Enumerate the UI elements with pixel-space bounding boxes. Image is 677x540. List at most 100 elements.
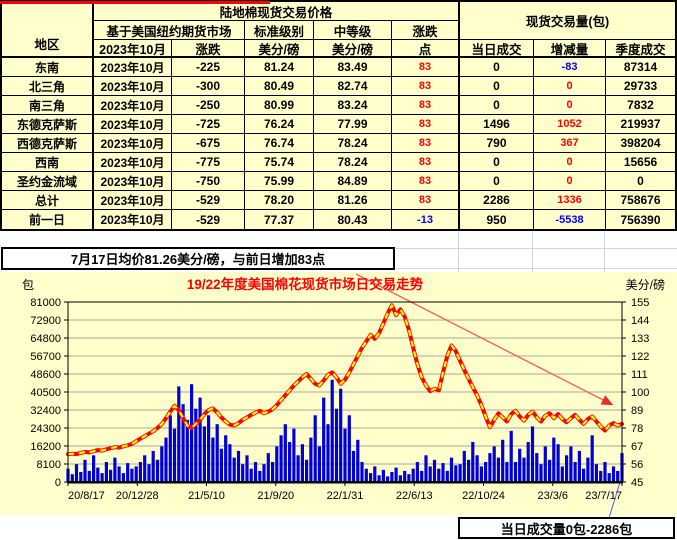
cell-region[interactable]: 东南	[2, 58, 94, 77]
cell-month[interactable]: 2023年10月	[94, 58, 172, 77]
cell-pts[interactable]: 83	[392, 115, 460, 134]
col-header-daily[interactable]: 当日成交	[460, 40, 534, 58]
cell-pts[interactable]: 83	[392, 77, 460, 96]
cell-std[interactable]: 81.24	[245, 58, 314, 77]
cell-region[interactable]: 西南	[2, 153, 94, 172]
col-header-change[interactable]: 涨跌	[172, 40, 245, 58]
table-title-cell[interactable]: 陆地棉现货交易价格	[94, 2, 460, 21]
cell-mid[interactable]: 81.26	[314, 191, 392, 210]
cell-month[interactable]: 2023年10月	[94, 153, 172, 172]
cell-daily[interactable]: 2286	[460, 191, 534, 210]
cell-daily[interactable]: 0	[460, 77, 534, 96]
cell-delta[interactable]: 0	[534, 96, 606, 115]
group-header-futures[interactable]: 基于美国纽约期货市场	[94, 21, 245, 40]
cell-daily[interactable]: 0	[460, 96, 534, 115]
cell-pts[interactable]: 83	[392, 153, 460, 172]
cell-mid[interactable]: 83.49	[314, 58, 392, 77]
cell-mid[interactable]: 82.74	[314, 77, 392, 96]
cell-month[interactable]: 2023年10月	[94, 172, 172, 191]
cell-change[interactable]: -250	[172, 96, 245, 115]
cell-pts[interactable]: 83	[392, 172, 460, 191]
region-header-cell[interactable]: 地区	[2, 2, 94, 58]
group-header-standard[interactable]: 标准级别	[245, 21, 314, 40]
group-header-middle[interactable]: 中等级	[314, 21, 392, 40]
cell-daily[interactable]: 790	[460, 134, 534, 153]
cell-quarter[interactable]: 87314	[606, 58, 675, 77]
cell-daily[interactable]: 0	[460, 153, 534, 172]
cell-month[interactable]: 2023年10月	[94, 134, 172, 153]
cell-mid[interactable]: 77.99	[314, 115, 392, 134]
cell-region[interactable]: 西德克萨斯	[2, 134, 94, 153]
cell-quarter[interactable]: 758676	[606, 191, 675, 210]
cell-change[interactable]: -725	[172, 115, 245, 134]
cell-mid[interactable]: 80.43	[314, 210, 392, 229]
cell-quarter[interactable]: 219937	[606, 115, 675, 134]
cell-region[interactable]: 总计	[2, 191, 94, 210]
cell-quarter[interactable]: 398204	[606, 134, 675, 153]
cell-quarter[interactable]: 756390	[620, 212, 661, 227]
col-header-mid-unit[interactable]: 美分/磅	[314, 40, 392, 58]
cell-mid[interactable]: 83.24	[314, 96, 392, 115]
cell-delta[interactable]: 0	[534, 153, 606, 172]
cell-quarter[interactable]: 29733	[606, 77, 675, 96]
cell-mid[interactable]: 78.24	[314, 134, 392, 153]
cell-delta[interactable]: 367	[534, 134, 606, 153]
cell-pts[interactable]: -13	[392, 210, 460, 229]
cell-change[interactable]: -775	[172, 153, 245, 172]
cell-delta[interactable]: 1336	[534, 191, 606, 210]
daily-volume-box[interactable]: 当日成交量0包-2286包	[458, 517, 675, 539]
note-box[interactable]: 7月17日均价81.26美分/磅，与前日增加83点	[1, 247, 395, 270]
cell-std[interactable]: 80.99	[245, 96, 314, 115]
cell-change[interactable]: -750	[172, 172, 245, 191]
cell-month[interactable]: 2023年10月	[94, 191, 172, 210]
cell-std[interactable]: 78.20	[245, 191, 314, 210]
cell-quarter[interactable]: 0	[606, 172, 675, 191]
cell-mid[interactable]: 84.89	[314, 172, 392, 191]
volume-title-cell[interactable]: 现货交易量(包)	[460, 2, 675, 40]
cell-region[interactable]: 前一日	[2, 210, 94, 229]
cell-pts[interactable]: 83	[392, 191, 460, 210]
cell-std[interactable]: 75.74	[245, 153, 314, 172]
cell-change[interactable]: -225	[172, 58, 245, 77]
cell-std[interactable]: 76.24	[245, 115, 314, 134]
col-header-points[interactable]: 点	[392, 40, 460, 58]
cell-pts[interactable]: 83	[392, 96, 460, 115]
cell-change[interactable]: -675	[172, 134, 245, 153]
cell-region[interactable]: 东德克萨斯	[2, 115, 94, 134]
cell-month[interactable]: 2023年10月	[94, 115, 172, 134]
cell-delta[interactable]: -83	[534, 58, 606, 77]
cell-delta[interactable]: -5538	[534, 210, 606, 229]
cell-daily[interactable]: 0	[460, 58, 534, 77]
col-header-std-unit[interactable]: 美分/磅	[245, 40, 314, 58]
cell-pts[interactable]: 83	[392, 134, 460, 153]
cell-daily[interactable]: 1496	[460, 115, 534, 134]
cell-month[interactable]: 2023年10月	[94, 77, 172, 96]
cell-daily[interactable]: 950	[460, 210, 534, 229]
cell-quarter[interactable]: 7832	[606, 96, 675, 115]
cell-change[interactable]: -529	[172, 210, 245, 229]
cell-region[interactable]: 南三角	[2, 96, 94, 115]
cell-std[interactable]: 77.37	[245, 210, 314, 229]
col-header-quarter[interactable]: 季度成交	[606, 40, 675, 58]
cell-quarter[interactable]: 15656	[606, 153, 675, 172]
cell-change[interactable]: -300	[172, 77, 245, 96]
cell-std[interactable]: 80.49	[245, 77, 314, 96]
cell-daily[interactable]: 0	[460, 172, 534, 191]
cell-mid[interactable]: 78.24	[314, 153, 392, 172]
cell-change[interactable]: -529	[172, 191, 245, 210]
cell-std[interactable]: 75.99	[245, 172, 314, 191]
cell-std[interactable]: 76.74	[245, 134, 314, 153]
cell-region[interactable]: 北三角	[2, 77, 94, 96]
col-header-delta[interactable]: 增减量	[534, 40, 606, 58]
col-header-month[interactable]: 2023年10月	[94, 40, 172, 58]
cell-month[interactable]: 2023年10月	[94, 210, 172, 229]
cell-delta[interactable]: 1052	[534, 115, 606, 134]
cell-region[interactable]: 圣约金流域	[2, 172, 94, 191]
price-table: 地区 陆地棉现货交易价格 现货交易量(包) 基于美国纽约期货市场 标准级别 中等…	[0, 0, 677, 231]
cell-delta[interactable]: 0	[534, 172, 606, 191]
group-header-change[interactable]: 涨跌	[392, 21, 460, 40]
cell-month[interactable]: 2023年10月	[94, 96, 172, 115]
cell-delta[interactable]: 0	[534, 77, 606, 96]
trend-chart[interactable]: 20/8/17 20/12/28 21/5/10 21/9/20 22/1/31 22/6…	[0, 272, 677, 519]
cell-pts[interactable]: 83	[392, 58, 460, 77]
